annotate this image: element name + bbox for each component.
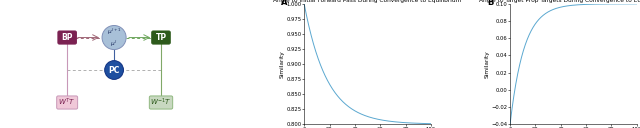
Text: B: B	[487, 0, 493, 7]
Circle shape	[105, 61, 124, 79]
FancyBboxPatch shape	[149, 96, 173, 109]
Text: A: A	[282, 0, 288, 7]
Title: Angle to Target Prop Targets During Convergence to Equilibrium: Angle to Target Prop Targets During Conv…	[479, 0, 640, 3]
Title: Angle to Initial Forward Pass During Convergence to Equilibrium: Angle to Initial Forward Pass During Con…	[273, 0, 461, 3]
Y-axis label: Similarity: Similarity	[280, 50, 285, 78]
Circle shape	[102, 25, 126, 50]
Text: $W^{-1}T$: $W^{-1}T$	[150, 97, 172, 108]
FancyBboxPatch shape	[58, 31, 76, 44]
Text: BP: BP	[61, 33, 73, 42]
Text: $W^T T$: $W^T T$	[58, 97, 76, 108]
Text: TP: TP	[156, 33, 166, 42]
Text: PC: PC	[108, 66, 120, 74]
FancyBboxPatch shape	[57, 96, 77, 109]
FancyBboxPatch shape	[152, 31, 170, 44]
Y-axis label: Similarity: Similarity	[484, 50, 490, 78]
Text: $\mu^{l+1}$
$\mu^{l}$: $\mu^{l+1}$ $\mu^{l}$	[107, 26, 122, 49]
